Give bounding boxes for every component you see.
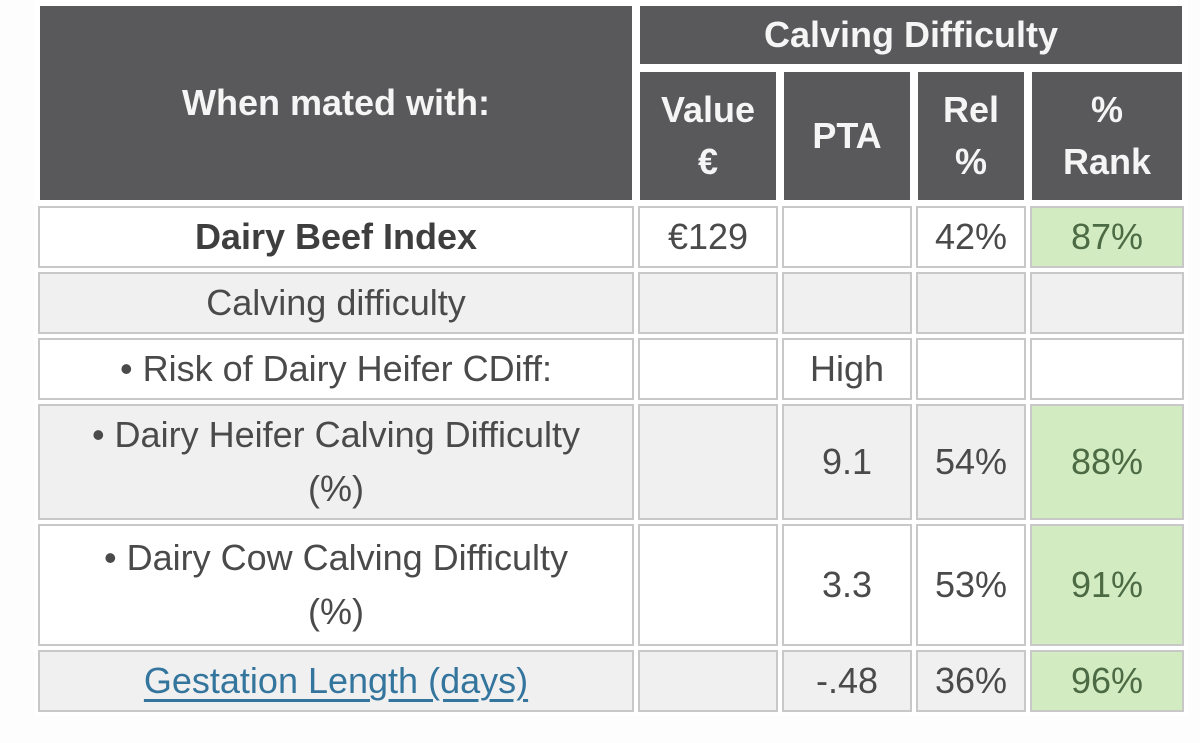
corner-header-when-mated-with: When mated with: <box>38 4 634 202</box>
pta-cell: High <box>782 338 912 400</box>
rank-cell: 91% <box>1030 524 1185 646</box>
value-cell <box>638 650 778 712</box>
table-row-calving-difficulty: Calving difficulty <box>38 272 1185 334</box>
table-row-dairy-heifer-calving-difficulty: • Dairy Heifer Calving Difficulty (%) 9.… <box>38 404 1185 520</box>
column-header-rank: % Rank <box>1030 70 1185 202</box>
value-cell <box>638 338 778 400</box>
rel-cell: 42% <box>916 206 1026 268</box>
rank-cell: 87% <box>1030 206 1185 268</box>
calving-difficulty-table: When mated with: Calving Difficulty Valu… <box>34 0 1189 716</box>
row-label: • Dairy Heifer Calving Difficulty (%) <box>38 404 634 520</box>
pta-cell: -.48 <box>782 650 912 712</box>
table-row-gestation-length: Gestation Length (days) -.48 36% 96% <box>38 650 1185 712</box>
value-cell: €129 <box>638 206 778 268</box>
table-row-dairy-beef-index: Dairy Beef Index €129 42% 87% <box>38 206 1185 268</box>
rank-cell: 88% <box>1030 404 1185 520</box>
rel-cell <box>916 272 1026 334</box>
column-header-pta: PTA <box>782 70 912 202</box>
table-header: When mated with: Calving Difficulty Valu… <box>38 4 1185 202</box>
rank-cell: 96% <box>1030 650 1185 712</box>
column-header-value: Value € <box>638 70 778 202</box>
row-label: • Risk of Dairy Heifer CDiff: <box>38 338 634 400</box>
table-row-risk-dairy-heifer-cdiff: • Risk of Dairy Heifer CDiff: High <box>38 338 1185 400</box>
value-cell <box>638 404 778 520</box>
group-header-calving-difficulty: Calving Difficulty <box>638 4 1185 66</box>
row-label: Gestation Length (days) <box>38 650 634 712</box>
rel-cell: 53% <box>916 524 1026 646</box>
row-label: Calving difficulty <box>38 272 634 334</box>
column-header-rel: Rel % <box>916 70 1026 202</box>
rel-cell <box>916 338 1026 400</box>
rel-cell: 36% <box>916 650 1026 712</box>
pta-cell <box>782 272 912 334</box>
table-row-dairy-cow-calving-difficulty: • Dairy Cow Calving Difficulty (%) 3.3 5… <box>38 524 1185 646</box>
value-cell <box>638 272 778 334</box>
rank-cell <box>1030 272 1185 334</box>
row-label: • Dairy Cow Calving Difficulty (%) <box>38 524 634 646</box>
pta-cell <box>782 206 912 268</box>
pta-cell: 3.3 <box>782 524 912 646</box>
value-cell <box>638 524 778 646</box>
pta-cell: 9.1 <box>782 404 912 520</box>
row-label: Dairy Beef Index <box>38 206 634 268</box>
rel-cell: 54% <box>916 404 1026 520</box>
gestation-length-link[interactable]: Gestation Length (days) <box>143 660 529 701</box>
rank-cell <box>1030 338 1185 400</box>
